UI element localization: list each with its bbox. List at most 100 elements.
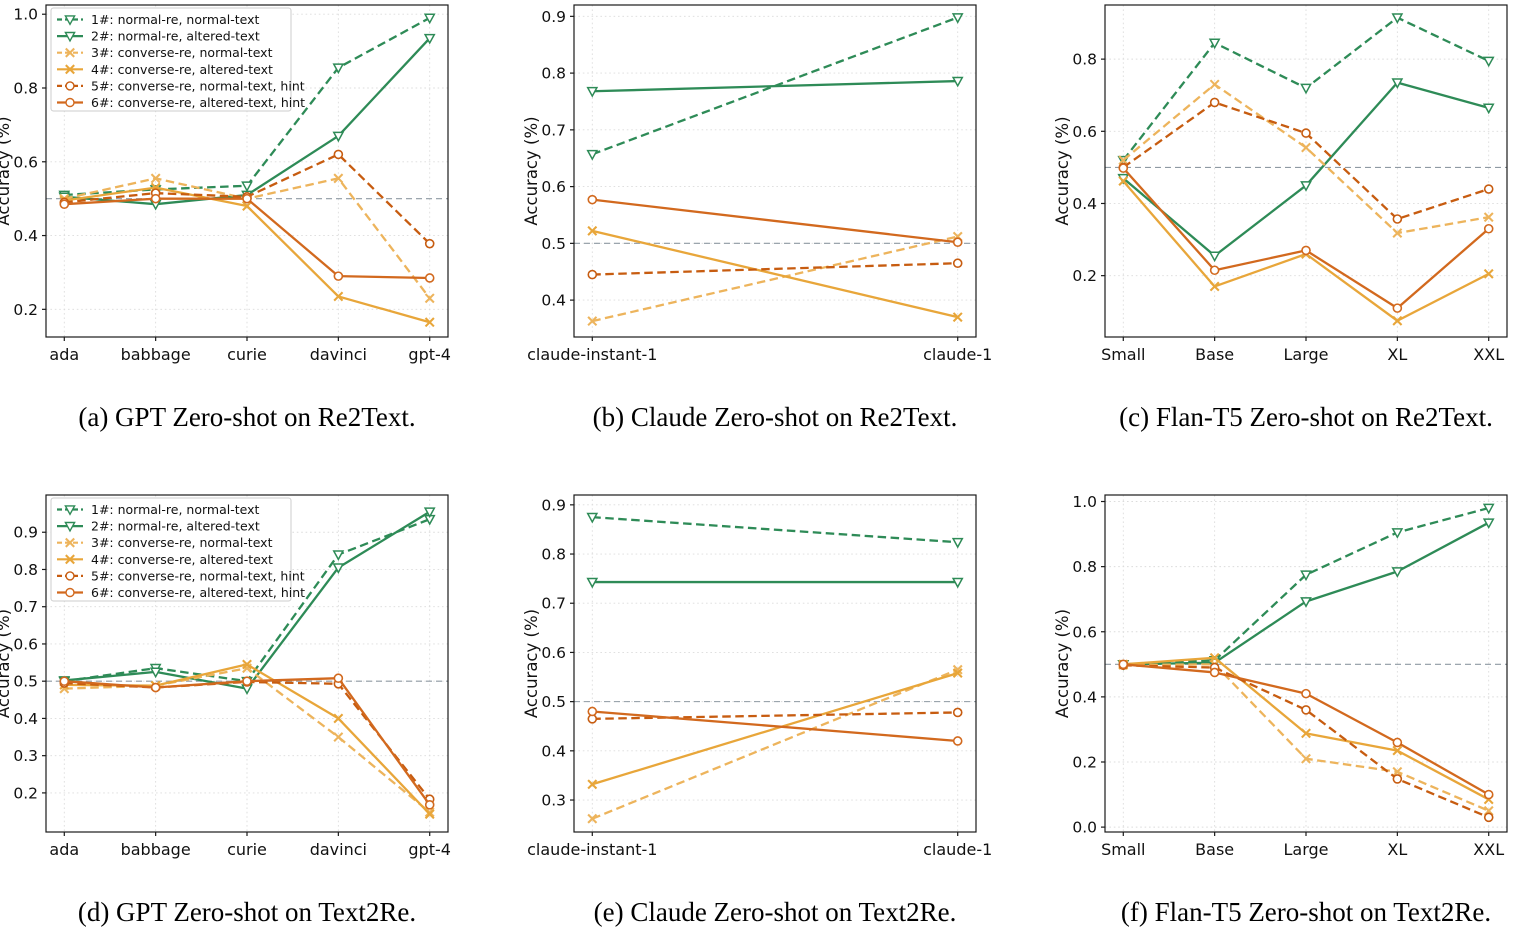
x-marker — [333, 732, 344, 742]
series-line — [592, 235, 958, 323]
triangle-down-marker — [64, 31, 76, 43]
circle-marker — [150, 682, 161, 693]
triangle-down-marker — [1391, 528, 1404, 539]
circle-marker — [587, 706, 598, 717]
circle-marker — [952, 736, 963, 746]
series-3 — [587, 664, 963, 824]
legend-box — [50, 7, 292, 112]
y-tick-label: 0.5 — [541, 693, 566, 711]
x-tick-label: XXL — [1473, 345, 1504, 364]
triangle-down-marker — [1300, 570, 1312, 582]
y-tick-label: 0.6 — [1072, 123, 1097, 141]
x-marker — [65, 64, 75, 75]
y-tick-label: 1.0 — [1072, 493, 1097, 511]
circle-marker — [150, 193, 161, 204]
series-6 — [59, 673, 435, 810]
y-tick-label: 0.4 — [1072, 688, 1097, 706]
circle-marker — [65, 97, 75, 108]
x-marker — [242, 659, 252, 670]
y-tick-label: 0.6 — [541, 644, 566, 662]
x-tick-label: curie — [227, 840, 267, 859]
y-tick-label: 0.3 — [541, 792, 566, 810]
x-tick-label: babbage — [121, 345, 191, 364]
series-4 — [587, 668, 963, 790]
axis: 0.2 0.3 0.4 0.5 0.6 0.7 0.8 0.9 ada babbage curie d… — [0, 494, 451, 859]
series-line — [591, 671, 959, 786]
x-marker — [242, 201, 252, 211]
x-tick-label: gpt-4 — [408, 345, 451, 364]
circle-marker — [1301, 705, 1311, 715]
chart-f-canvas: 0.0 0.2 0.4 0.6 0.8 1.0 Small Base Large XL XXL Acc… — [1053, 493, 1508, 859]
axis: 0.2 0.4 0.6 0.8 1.0 ada babbage curie davinci gpt… — [0, 4, 451, 364]
series-6 — [1118, 659, 1494, 800]
series-6 — [587, 194, 963, 248]
y-axis-label: Accuracy (%) — [0, 609, 13, 718]
x-marker — [952, 668, 963, 679]
legend-label: 2#: normal-re, altered-text — [91, 519, 260, 534]
triangle-down-marker — [332, 563, 345, 574]
axis: 0.4 0.5 0.6 0.7 0.8 0.9 claude-instant-1 claude… — [522, 4, 992, 364]
y-tick-label: 0.9 — [13, 524, 38, 542]
x-tick-label: claude-1 — [923, 840, 992, 859]
x-marker — [1301, 753, 1311, 764]
triangle-down-marker — [951, 537, 964, 549]
circle-marker — [333, 271, 344, 281]
x-marker — [150, 173, 161, 184]
grid — [574, 495, 976, 832]
x-tick-label: Small — [1101, 840, 1145, 859]
chart-b-canvas: 0.4 0.5 0.6 0.7 0.8 0.9 claude-instant-1 claude… — [522, 4, 992, 364]
x-marker — [1392, 745, 1403, 756]
circle-marker — [1483, 223, 1494, 234]
series-line — [592, 262, 958, 276]
x-tick-label: curie — [227, 345, 267, 364]
triangle-down-marker — [332, 63, 345, 75]
legend-label: 4#: converse-re, altered-text — [91, 552, 273, 567]
x-marker — [1209, 652, 1220, 663]
legend-label: 3#: converse-re, normal-text — [91, 535, 273, 550]
series-line — [592, 711, 958, 720]
circle-marker — [1301, 245, 1311, 256]
y-tick-label: 0.7 — [13, 598, 38, 616]
series-4 — [587, 225, 963, 323]
x-tick-label: ada — [49, 840, 79, 859]
caption-b: (b) Claude Zero-shot on Re2Text. — [592, 402, 958, 432]
x-marker — [952, 312, 963, 323]
triangle-down-marker — [332, 550, 345, 561]
series-5 — [59, 677, 435, 805]
x-marker — [333, 291, 344, 302]
caption-f: (f) Flan-T5 Zero-shot on Text2Re. — [1120, 897, 1492, 927]
triangle-down-marker — [586, 577, 599, 589]
series-line — [1122, 83, 1489, 235]
grid — [574, 5, 976, 337]
series-line — [592, 229, 958, 319]
triangle-down-marker — [1482, 56, 1495, 68]
y-tick-label: 0.4 — [13, 227, 38, 245]
x-marker — [333, 713, 344, 724]
circle-marker — [952, 258, 963, 269]
legend-label: 4#: converse-re, altered-text — [91, 62, 273, 77]
x-marker — [1483, 212, 1494, 223]
series-3 — [587, 231, 963, 327]
y-tick-label: 0.6 — [13, 635, 38, 653]
x-tick-label: Base — [1195, 840, 1234, 859]
circle-marker — [333, 149, 344, 160]
series-6 — [587, 706, 963, 746]
y-tick-label: 0.4 — [541, 292, 566, 310]
circle-marker — [1483, 812, 1494, 823]
x-tick-label: gpt-4 — [408, 840, 451, 859]
series-3 — [1118, 79, 1494, 239]
x-marker — [1301, 142, 1311, 153]
x-marker — [65, 47, 75, 58]
y-tick-label: 0.9 — [541, 8, 566, 26]
x-tick-label: XXL — [1473, 840, 1504, 859]
y-tick-label: 0.9 — [541, 496, 566, 514]
triangle-down-marker — [241, 181, 253, 193]
x-tick-label: claude-instant-1 — [527, 345, 657, 364]
series-2 — [586, 577, 964, 589]
y-tick-label: 0.5 — [13, 673, 38, 691]
circle-marker — [1118, 659, 1129, 670]
caption-c: (c) Flan-T5 Zero-shot on Re2Text. — [1119, 402, 1493, 432]
x-marker — [1118, 176, 1129, 187]
chart-a-canvas: 0.2 0.4 0.6 0.8 1.0 ada babbage curie davinci gpt… — [0, 4, 451, 364]
triangle-down-marker — [1391, 13, 1404, 24]
